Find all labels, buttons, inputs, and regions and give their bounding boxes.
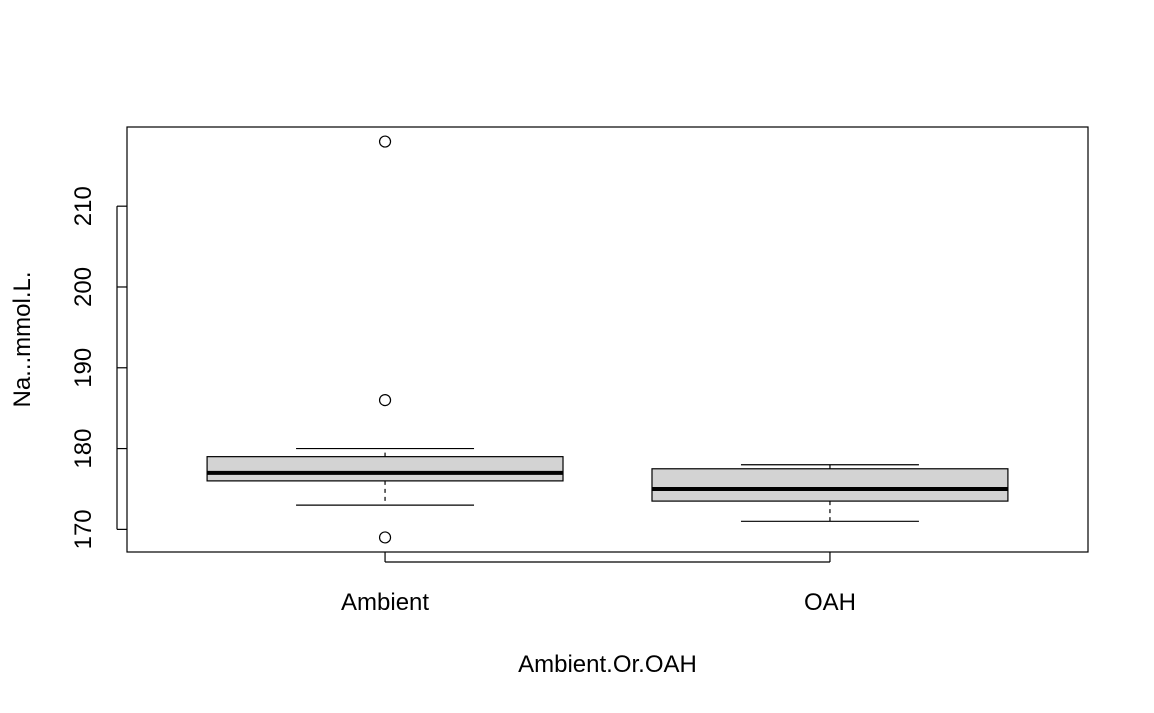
y-axis-label: Na...mmol.L.: [9, 271, 36, 407]
outlier-point: [378, 135, 392, 148]
plot-frame: [126, 126, 1089, 553]
box-group: [206, 135, 1009, 544]
y-tick-label: 190: [70, 348, 97, 388]
outlier-point: [378, 531, 392, 544]
x-tick-label: Ambient: [341, 589, 429, 616]
y-tick-label: 170: [70, 509, 97, 549]
iqr-box: [651, 468, 1009, 502]
y-tick-label: 210: [70, 186, 97, 226]
y-tick-label: 200: [70, 267, 97, 307]
y-axis: 170 180 190 200 210: [70, 186, 127, 549]
x-axis: Ambient OAH: [341, 552, 856, 616]
x-axis-label: Ambient.Or.OAH: [518, 651, 697, 678]
y-tick-label: 180: [70, 429, 97, 469]
iqr-box: [206, 456, 564, 482]
x-tick-label: OAH: [804, 589, 856, 616]
outlier-point: [378, 393, 392, 407]
